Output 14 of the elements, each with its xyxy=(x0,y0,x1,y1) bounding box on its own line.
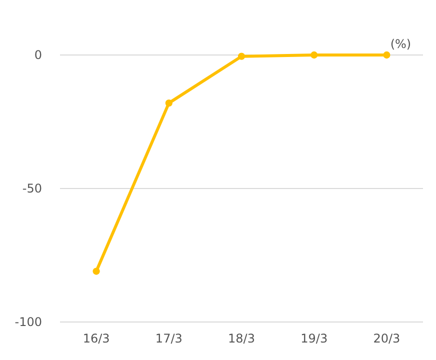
x-tick-label: 16/3 xyxy=(82,332,110,346)
y-axis-title: (%) xyxy=(390,37,412,51)
point xyxy=(92,268,100,275)
x-tick-label: 17/3 xyxy=(155,332,182,346)
point xyxy=(383,51,390,59)
y-tick-label: -50 xyxy=(22,181,42,196)
x-tick-label: 19/3 xyxy=(300,332,328,346)
point xyxy=(238,52,246,60)
point xyxy=(165,100,172,107)
y-tick-label: 0 xyxy=(34,48,42,62)
x-tick-label: 18/3 xyxy=(228,332,255,346)
x-tick-label: 20/3 xyxy=(373,332,400,346)
y-tick-label: -100 xyxy=(14,314,42,329)
point xyxy=(310,51,318,59)
